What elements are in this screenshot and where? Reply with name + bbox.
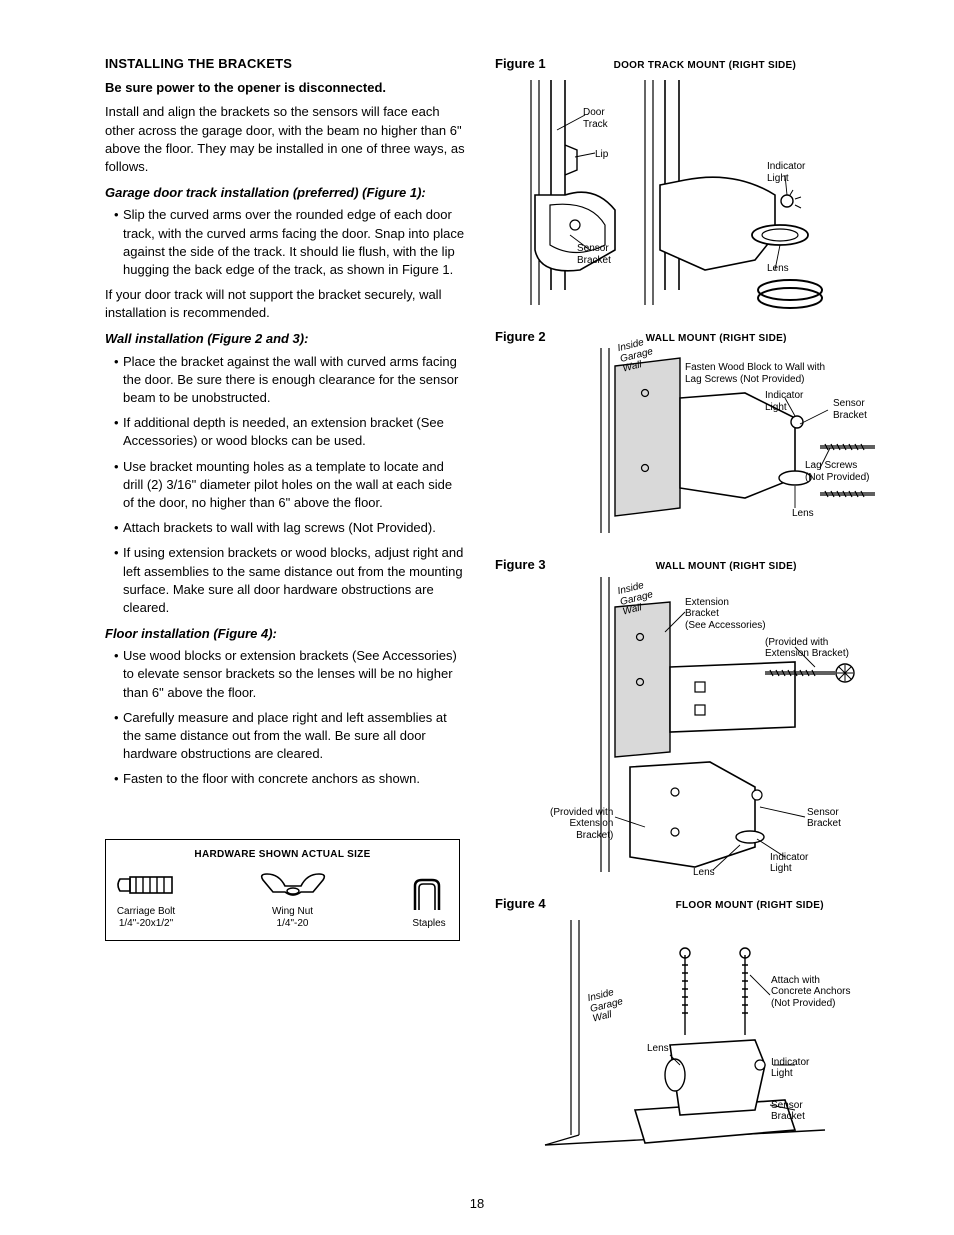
section-heading: INSTALLING THE BRACKETS bbox=[105, 55, 465, 73]
wall-subhead: Wall installation (Figure 2 and 3): bbox=[105, 330, 465, 348]
callout-indicator: Indicator Light bbox=[770, 852, 808, 875]
list-item: Carefully measure and place right and le… bbox=[114, 709, 465, 764]
callout-provided1: (Provided with Extension Bracket) bbox=[765, 637, 849, 660]
list-item: If additional depth is needed, an extens… bbox=[114, 414, 465, 450]
hw-label: 1/4"-20 bbox=[257, 918, 329, 930]
figure-2: Figure 2 WALL MOUNT (RIGHT SIDE) bbox=[495, 328, 874, 538]
floor-list: Use wood blocks or extension brackets (S… bbox=[105, 647, 465, 788]
hw-wing-nut: Wing Nut 1/4"-20 bbox=[257, 870, 329, 930]
figure-label: Figure 1 bbox=[495, 55, 546, 73]
track-list: Slip the curved arms over the rounded ed… bbox=[105, 206, 465, 279]
hw-label: Carriage Bolt bbox=[116, 906, 176, 918]
callout-lens: Lens bbox=[693, 867, 715, 879]
list-item: Slip the curved arms over the rounded ed… bbox=[114, 206, 465, 279]
callout-lag: Lag Screws (Not Provided) bbox=[805, 460, 869, 483]
hardware-box: HARDWARE SHOWN ACTUAL SIZE Carriage Bolt… bbox=[105, 839, 460, 941]
wall-list: Place the bracket against the wall with … bbox=[105, 353, 465, 617]
figure-label: Figure 4 bbox=[495, 895, 546, 913]
callout-extension: Extension Bracket (See Accessories) bbox=[685, 597, 766, 632]
figure-title: FLOOR MOUNT (RIGHT SIDE) bbox=[676, 899, 824, 913]
figure-title: WALL MOUNT (RIGHT SIDE) bbox=[646, 332, 787, 346]
callout-door-track: Door Track bbox=[583, 107, 608, 130]
list-item: Fasten to the floor with concrete anchor… bbox=[114, 770, 465, 788]
hw-label: Staples bbox=[409, 918, 449, 930]
figure-label: Figure 3 bbox=[495, 556, 546, 574]
list-item: Place the bracket against the wall with … bbox=[114, 353, 465, 408]
figure-1-diagram bbox=[495, 75, 865, 310]
figure-4-diagram bbox=[495, 915, 885, 1175]
callout-lip: Lip bbox=[595, 149, 608, 161]
hw-carriage-bolt: Carriage Bolt 1/4"-20x1/2" bbox=[116, 868, 176, 930]
figure-4: Figure 4 FLOOR MOUNT (RIGHT SIDE) bbox=[495, 895, 874, 1175]
warning-line: Be sure power to the opener is disconnec… bbox=[105, 79, 465, 97]
callout-sensor: Sensor Bracket bbox=[807, 807, 841, 830]
figure-label: Figure 2 bbox=[495, 328, 546, 346]
list-item: Use bracket mounting holes as a template… bbox=[114, 458, 465, 513]
wing-nut-icon bbox=[257, 870, 329, 902]
callout-lens: Lens bbox=[647, 1043, 669, 1055]
callout-attach: Attach with Concrete Anchors (Not Provid… bbox=[771, 975, 851, 1010]
hw-staples: Staples bbox=[409, 878, 449, 930]
list-item: Attach brackets to wall with lag screws … bbox=[114, 519, 465, 537]
figure-title: WALL MOUNT (RIGHT SIDE) bbox=[656, 560, 797, 574]
callout-fasten: Fasten Wood Block to Wall with Lag Screw… bbox=[685, 362, 825, 385]
list-item: If using extension brackets or wood bloc… bbox=[114, 544, 465, 617]
staples-icon bbox=[409, 878, 449, 914]
callout-sensor-bracket: Sensor Bracket bbox=[577, 243, 611, 266]
callout-indicator: Indicator Light bbox=[771, 1057, 809, 1080]
callout-lens: Lens bbox=[792, 508, 814, 520]
intro-paragraph: Install and align the brackets so the se… bbox=[105, 103, 465, 176]
page-number: 18 bbox=[470, 1195, 484, 1213]
callout-sensor: Sensor Bracket bbox=[833, 398, 867, 421]
callout-provided2: (Provided with Extension Bracket) bbox=[550, 807, 613, 842]
track-note: If your door track will not support the … bbox=[105, 286, 465, 322]
hw-label: 1/4"-20x1/2" bbox=[116, 918, 176, 930]
figures-column: Figure 1 DOOR TRACK MOUNT (RIGHT SIDE) bbox=[495, 55, 874, 1193]
callout-indicator: Indicator Light bbox=[765, 390, 803, 413]
callout-lens: Lens bbox=[767, 263, 789, 275]
hardware-title: HARDWARE SHOWN ACTUAL SIZE bbox=[116, 848, 449, 862]
figure-3: Figure 3 WALL MOUNT (RIGHT SIDE) bbox=[495, 556, 874, 876]
text-column: INSTALLING THE BRACKETS Be sure power to… bbox=[105, 55, 465, 1193]
callout-indicator: Indicator Light bbox=[767, 161, 805, 184]
carriage-bolt-icon bbox=[116, 868, 176, 902]
figure-1: Figure 1 DOOR TRACK MOUNT (RIGHT SIDE) bbox=[495, 55, 874, 310]
floor-subhead: Floor installation (Figure 4): bbox=[105, 625, 465, 643]
track-subhead: Garage door track installation (preferre… bbox=[105, 184, 465, 202]
callout-sensor: Sensor Bracket bbox=[771, 1100, 805, 1123]
figure-title: DOOR TRACK MOUNT (RIGHT SIDE) bbox=[614, 59, 797, 73]
list-item: Use wood blocks or extension brackets (S… bbox=[114, 647, 465, 702]
hw-label: Wing Nut bbox=[257, 906, 329, 918]
